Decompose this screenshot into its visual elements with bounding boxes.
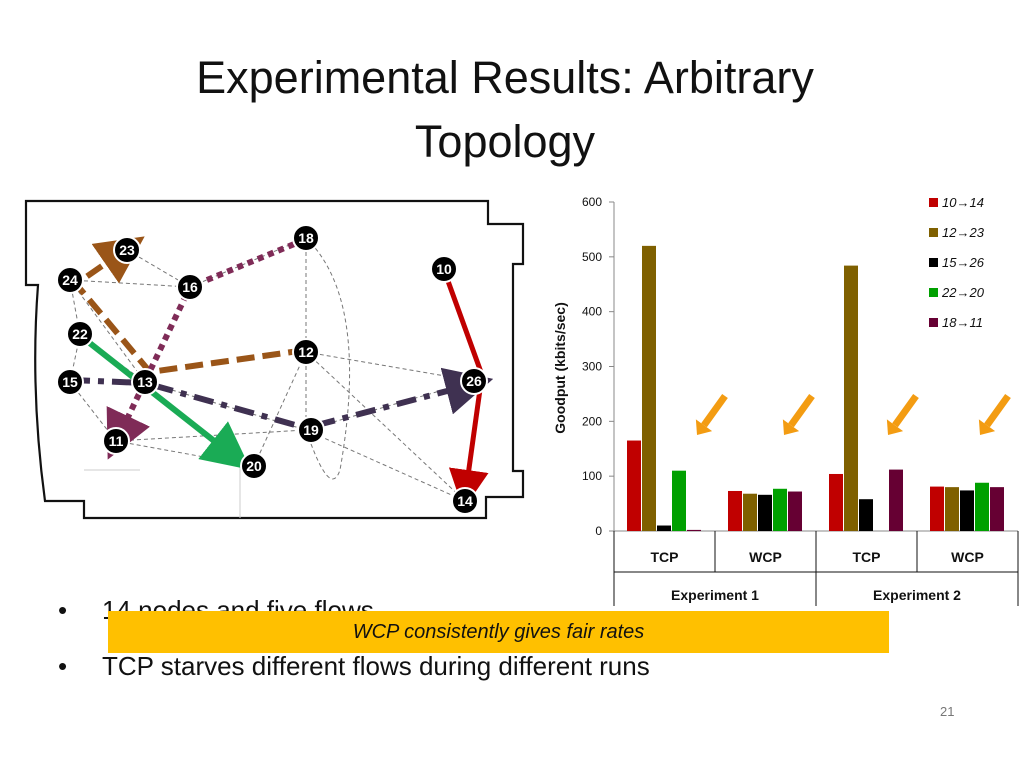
flow-12-23 <box>71 236 307 376</box>
node-18: 18 <box>292 224 320 252</box>
node-label: 15 <box>62 374 78 390</box>
orange-arrow-icon <box>886 393 919 435</box>
bar-15→26-WCP <box>960 490 974 531</box>
legend-item: 12→23 <box>929 225 985 240</box>
bar-10→14-TCP <box>829 473 843 531</box>
node-label: 16 <box>182 279 198 295</box>
bar-18→11-TCP <box>687 529 701 531</box>
category-label: WCP <box>951 549 984 565</box>
slide-title: Experimental Results: Arbitrary Topology <box>0 46 1010 174</box>
legend-label: 18→11 <box>942 315 983 330</box>
bar-15→26-WCP <box>758 494 772 531</box>
y-tick-label: 400 <box>582 305 602 319</box>
bar-10→14-WCP <box>930 486 944 531</box>
y-axis-label: Goodput (kbits/sec) <box>552 302 568 433</box>
legend-swatch <box>929 288 938 297</box>
legend-label: 10→14 <box>942 195 984 210</box>
legend-label: 15→26 <box>942 255 985 270</box>
legend-item: 22→20 <box>929 285 985 300</box>
legend-item: 15→26 <box>929 255 985 270</box>
node-label: 24 <box>62 272 78 288</box>
flow-22-20 <box>80 334 251 470</box>
y-tick-label: 0 <box>595 524 602 538</box>
flow-15-26 <box>69 367 494 432</box>
legend-swatch <box>929 228 938 237</box>
node-11: 11 <box>102 427 130 455</box>
bar-10→14-TCP <box>627 440 641 531</box>
node-22: 22 <box>66 320 94 348</box>
bar-12→23-TCP <box>844 265 858 531</box>
bar-15→26-TCP <box>657 525 671 531</box>
node-label: 12 <box>298 344 314 360</box>
node-26: 26 <box>460 367 488 395</box>
node-label: 20 <box>246 458 262 474</box>
node-label: 18 <box>298 230 314 246</box>
node-23: 23 <box>113 236 141 264</box>
node-label: 11 <box>109 433 124 449</box>
legend-swatch <box>929 198 938 207</box>
node-label: 14 <box>457 493 473 509</box>
node-16: 16 <box>176 273 204 301</box>
legend-swatch <box>929 258 938 267</box>
node-label: 22 <box>72 326 88 342</box>
bar-22→20-WCP <box>773 488 787 531</box>
bar-10→14-WCP <box>728 490 742 531</box>
group-label: Experiment 2 <box>873 587 961 603</box>
legend-label: 22→20 <box>941 285 985 300</box>
slide-number: 21 <box>940 704 955 719</box>
bar-12→23-WCP <box>743 493 757 531</box>
bar-22→20-TCP <box>672 470 686 531</box>
bar-18→11-WCP <box>788 491 802 531</box>
group-label: Experiment 1 <box>671 587 759 603</box>
node-24: 24 <box>56 266 84 294</box>
bar-18→11-TCP <box>889 469 903 531</box>
bar-12→23-TCP <box>642 245 656 531</box>
node-19: 19 <box>297 416 325 444</box>
y-tick-label: 200 <box>582 414 602 428</box>
bullet-item: • TCP starves different flows during dif… <box>58 646 650 702</box>
flow-10-14 <box>441 269 485 376</box>
node-label: 10 <box>436 261 452 277</box>
bar-12→23-WCP <box>945 487 959 531</box>
topology-nodes: 23 18 24 16 10 22 12 15 13 26 19 11 20 14 <box>56 224 488 515</box>
node-label: 26 <box>466 373 482 389</box>
y-tick-label: 300 <box>582 360 602 374</box>
orange-arrow-icon <box>978 393 1011 435</box>
node-label: 23 <box>119 242 135 258</box>
node-14: 14 <box>451 487 479 515</box>
node-label: 19 <box>303 422 319 438</box>
legend-item: 10→14 <box>929 195 984 210</box>
bullet-dot: • <box>58 595 68 625</box>
bar-18→11-WCP <box>990 487 1004 531</box>
node-label: 13 <box>137 374 153 390</box>
bullet-text-2: TCP starves different flows during diffe… <box>102 651 650 681</box>
bar-22→20-WCP <box>975 482 989 531</box>
bullet-dot: • <box>58 651 68 681</box>
category-label: TCP <box>853 549 881 565</box>
node-13: 13 <box>131 368 159 396</box>
y-tick-label: 500 <box>582 250 602 264</box>
y-tick-label: 600 <box>582 195 602 209</box>
y-tick-label: 100 <box>582 469 602 483</box>
floor-plan-outline <box>24 199 525 520</box>
category-label: TCP <box>651 549 679 565</box>
legend-item: 18→11 <box>929 315 983 330</box>
category-label: WCP <box>749 549 782 565</box>
node-20: 20 <box>240 452 268 480</box>
legend-swatch <box>929 318 938 327</box>
node-15: 15 <box>56 368 84 396</box>
node-12: 12 <box>292 338 320 366</box>
orange-arrow-icon <box>695 393 728 435</box>
title-line-2: Topology <box>414 116 596 167</box>
bar-15→26-TCP <box>859 499 873 531</box>
legend-label: 12→23 <box>942 225 985 240</box>
orange-arrow-icon <box>782 393 815 435</box>
title-line-1: Experimental Results: Arbitrary <box>196 52 814 103</box>
node-10: 10 <box>430 255 458 283</box>
fairness-banner: WCP consistently gives fair rates <box>108 611 889 653</box>
